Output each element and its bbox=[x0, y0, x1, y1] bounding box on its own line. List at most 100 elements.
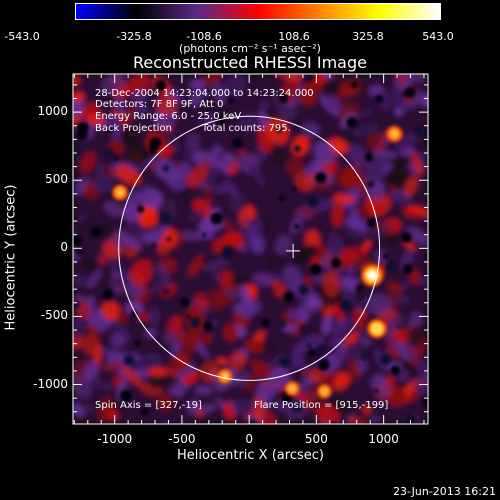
heatmap-dark-spot bbox=[315, 172, 327, 184]
heatmap-dark-spot bbox=[162, 288, 169, 295]
heatmap-dark-spot bbox=[190, 317, 201, 328]
y-tick-label: -1000 bbox=[33, 376, 68, 391]
heatmap-dark-spot bbox=[90, 226, 102, 238]
chart-title: Reconstructed RHESSI Image bbox=[133, 53, 367, 72]
heatmap-dark-spot bbox=[374, 389, 379, 394]
heatmap-dark-spot bbox=[163, 165, 170, 172]
colorbar-tick-label: -543.0 bbox=[4, 30, 40, 43]
heatmap-dark-spot bbox=[160, 212, 172, 224]
heatmap-dark-spot bbox=[367, 181, 374, 188]
heatmap-dark-spot bbox=[73, 146, 80, 153]
heatmap-dark-spot bbox=[331, 260, 337, 266]
heatmap-dark-spot bbox=[202, 257, 208, 262]
heatmap-dark-spot bbox=[283, 291, 294, 303]
colorbar-tick-label: 325.8 bbox=[352, 30, 384, 43]
heatmap-dark-spot bbox=[298, 285, 309, 295]
heatmap-dark-spot bbox=[383, 253, 390, 260]
heatmap-texture-blob bbox=[147, 367, 168, 377]
heatmap-dark-spot bbox=[232, 137, 243, 149]
heatmap-dark-spot bbox=[308, 348, 316, 356]
heatmap-dark-spot bbox=[397, 325, 402, 330]
heatmap-dark-spot bbox=[75, 128, 88, 141]
heatmap-dark-spot bbox=[309, 263, 322, 276]
x-axis-label: Heliocentric X (arcsec) bbox=[177, 448, 324, 463]
heatmap-dark-spot bbox=[390, 365, 401, 375]
bright-source-core bbox=[368, 271, 377, 280]
colorbar-units: (photons cm⁻² s⁻¹ asec⁻²) bbox=[179, 42, 321, 55]
heatmap-dark-spot bbox=[375, 95, 383, 103]
heatmap-texture-blob bbox=[82, 334, 100, 356]
heatmap-dark-spot bbox=[294, 145, 301, 153]
heatmap-dark-spot bbox=[404, 86, 416, 98]
heatmap-dark-spot bbox=[401, 232, 412, 243]
time-range-label: 28-Dec-2004 14:23:04.000 to 14:23:24.000 bbox=[95, 88, 314, 99]
heatmap-dark-spot bbox=[367, 218, 376, 227]
heatmap-dark-spot bbox=[105, 148, 114, 157]
y-tick-label: 500 bbox=[45, 172, 68, 187]
heatmap-dark-spot bbox=[180, 297, 190, 307]
spin-axis-label: Spin Axis = [327,-19] bbox=[95, 400, 202, 411]
heatmap-dark-spot bbox=[346, 117, 358, 128]
colorbar-tick-label: 108.6 bbox=[278, 30, 310, 43]
heatmap-dark-spot bbox=[134, 340, 141, 347]
x-tick-label: -1000 bbox=[97, 432, 133, 446]
heatmap-texture-blob bbox=[200, 361, 220, 383]
colorbar-tick-label: 543.0 bbox=[422, 30, 454, 43]
heatmap-dark-spot bbox=[365, 153, 373, 162]
bright-source-core bbox=[117, 190, 123, 195]
heatmap-dark-spot bbox=[279, 320, 286, 328]
heatmap-dark-spot bbox=[292, 186, 297, 191]
y-tick-label: -500 bbox=[40, 308, 68, 323]
bright-source-core bbox=[322, 389, 327, 394]
heatmap-dark-spot bbox=[351, 81, 358, 88]
detectors-label: Detectors: 7F 8F 9F, Att 0 bbox=[95, 99, 224, 110]
heatmap-dark-spot bbox=[361, 354, 368, 361]
heatmap-dark-spot bbox=[137, 205, 145, 213]
heatmap-dark-spot bbox=[306, 343, 312, 348]
heatmap-dark-spot bbox=[76, 248, 83, 255]
heatmap-dark-spot bbox=[408, 415, 415, 423]
bright-source-core bbox=[222, 374, 228, 379]
colorbar-tick-label: -325.8 bbox=[116, 30, 152, 43]
x-tick-label: 0 bbox=[245, 432, 253, 446]
method-label: Back Projection bbox=[95, 123, 172, 134]
heatmap-dark-spot bbox=[414, 126, 424, 136]
heatmap-dark-spot bbox=[123, 354, 135, 366]
bright-source-core bbox=[373, 325, 381, 332]
flare-position-label: Flare Position = [915,-199] bbox=[254, 400, 389, 411]
heatmap-dark-spot bbox=[149, 137, 162, 149]
heatmap-dark-spot bbox=[307, 195, 319, 207]
x-tick-label: -500 bbox=[168, 432, 196, 446]
x-tick-label: 1000 bbox=[368, 432, 399, 446]
heatmap-dark-spot bbox=[186, 314, 191, 319]
heatmap-dark-spot bbox=[261, 318, 270, 327]
heatmap-dark-spot bbox=[300, 326, 308, 334]
heatmap-texture-blob bbox=[194, 385, 213, 395]
bright-source-core bbox=[289, 386, 295, 391]
colorbar bbox=[75, 3, 441, 20]
heatmap-dark-spot bbox=[130, 313, 136, 319]
heatmap-dark-spot bbox=[315, 346, 325, 355]
heatmap-dark-spot bbox=[102, 289, 113, 300]
y-tick-label: 1000 bbox=[37, 104, 68, 119]
heatmap-dark-spot bbox=[210, 212, 223, 225]
heatmap-dark-spot bbox=[166, 237, 172, 242]
heatmap-dark-spot bbox=[203, 321, 213, 331]
heatmap-dark-spot bbox=[386, 262, 396, 272]
heatmap-dark-spot bbox=[380, 354, 392, 366]
heatmap-dark-spot bbox=[294, 223, 300, 229]
bright-source-core bbox=[391, 131, 397, 137]
heatmap-dark-spot bbox=[202, 232, 207, 238]
y-tick-label: 0 bbox=[60, 240, 68, 255]
heatmap-dark-spot bbox=[339, 299, 351, 311]
x-tick-label: 500 bbox=[304, 432, 328, 446]
heatmap-dark-spot bbox=[278, 195, 285, 202]
colorbar-tick-label: -108.6 bbox=[186, 30, 222, 43]
plot-timestamp: 23-Jun-2013 16:21 bbox=[393, 485, 496, 498]
heatmap-dark-spot bbox=[317, 359, 330, 371]
heatmap-dark-spot bbox=[356, 285, 362, 292]
total-counts-label: Total counts: 795. bbox=[202, 123, 291, 134]
heatmap-dark-spot bbox=[151, 243, 157, 248]
heatmap-dark-spot bbox=[222, 246, 235, 259]
y-axis-label: Heliocentric Y (arcsec) bbox=[3, 184, 19, 331]
